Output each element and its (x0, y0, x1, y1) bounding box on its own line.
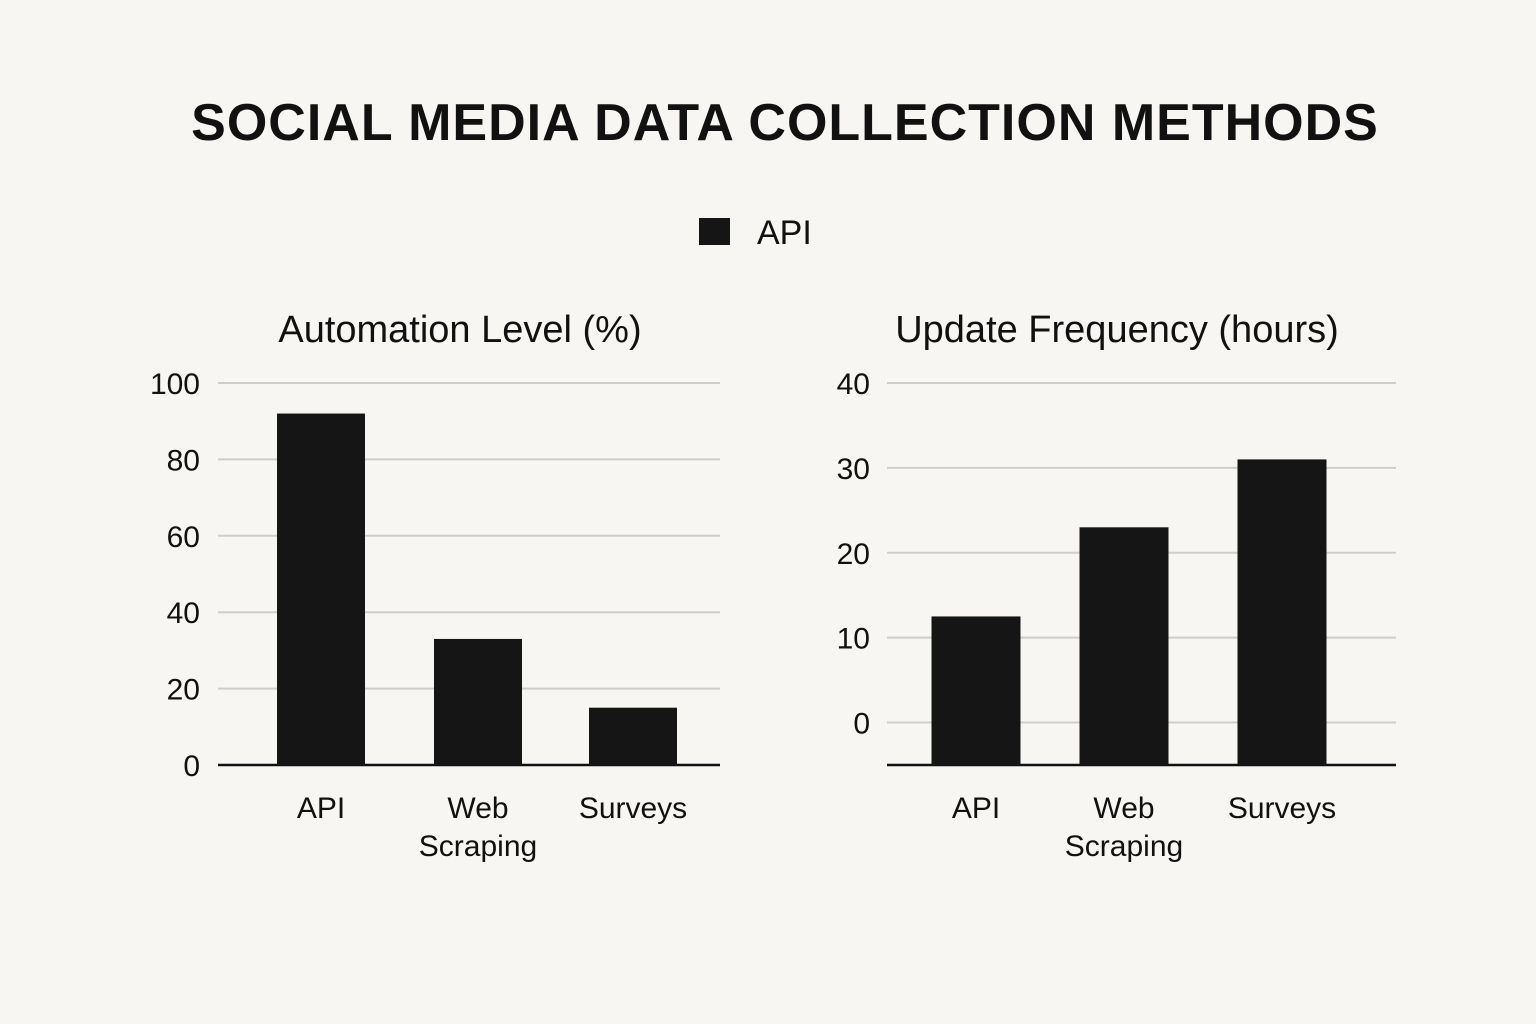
x-tick-label: API (952, 792, 1000, 825)
legend-swatch-api (699, 218, 730, 245)
automation-level-chart: Automation Level (%) 0 20 40 60 80 100 API Web Sc… (150, 309, 720, 863)
y-tick-label: 30 (837, 453, 870, 486)
bar (1237, 459, 1327, 765)
y-tick-label: 0 (183, 750, 200, 783)
x-tick-label: API (297, 792, 345, 825)
bar (277, 413, 365, 765)
y-tick-label: 60 (167, 521, 200, 554)
x-tick-label: Web Scraping (1065, 792, 1183, 863)
bar (589, 707, 677, 765)
bar (931, 616, 1021, 765)
y-tick-label: 100 (150, 368, 200, 401)
x-tick-label: Web Scraping (419, 792, 537, 863)
bar (1079, 527, 1169, 765)
y-tick-label: 80 (167, 444, 200, 477)
legend: API (699, 214, 812, 252)
y-tick-label: 40 (167, 597, 200, 630)
legend-label-api: API (757, 214, 812, 252)
y-tick-label: 40 (837, 368, 870, 401)
y-tick-label: 20 (167, 674, 200, 707)
y-tick-label: 10 (837, 623, 870, 656)
figure-title: SOCIAL MEDIA DATA COLLECTION METHODS (191, 94, 1379, 152)
x-tick-label: Surveys (579, 792, 687, 825)
bar (434, 638, 522, 765)
y-tick-label: 0 (853, 708, 870, 741)
update-frequency-chart: Update Frequency (hours) 0 10 20 30 40 API Web S… (837, 309, 1396, 863)
chart-title: Automation Level (%) (278, 309, 641, 351)
chart-title: Update Frequency (hours) (895, 309, 1339, 351)
y-tick-label: 20 (837, 538, 870, 571)
x-tick-label: Surveys (1228, 792, 1336, 825)
